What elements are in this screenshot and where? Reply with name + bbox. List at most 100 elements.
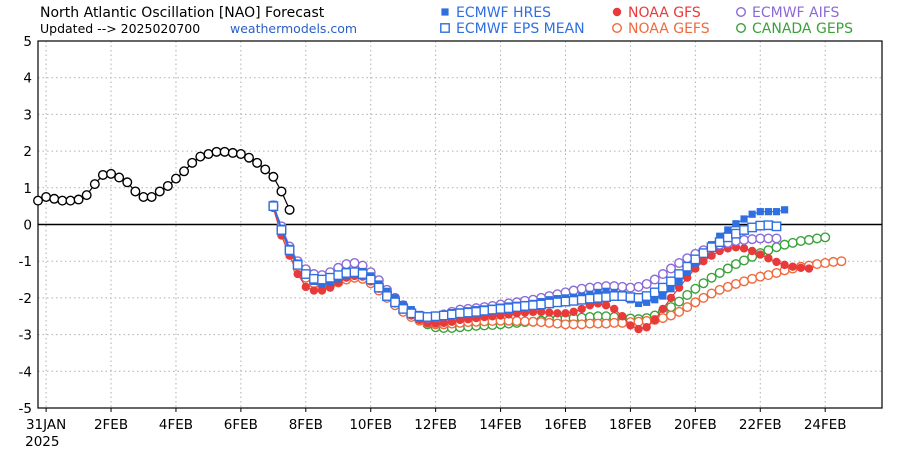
ecmwf-eps-mean-point	[365, 274, 376, 285]
ecmwf-eps-mean-point	[479, 305, 490, 316]
legend-marker-icon	[440, 23, 450, 33]
ecmwf-eps-mean-point	[309, 273, 319, 284]
ecmwf-eps-mean-point	[487, 304, 498, 315]
noaa-gefs-point	[657, 313, 668, 324]
noaa-gfs-point	[317, 286, 327, 295]
noaa-gefs-point	[812, 259, 823, 270]
noaa-gefs-point	[747, 273, 758, 284]
ecmwf-eps-mean-point	[747, 222, 758, 233]
ecmwf-eps-mean-point	[560, 296, 571, 307]
observed-nao-point	[252, 157, 263, 168]
noaa-gefs-point	[560, 319, 571, 330]
x-tick-label: 22FEB	[739, 417, 782, 433]
x-tick-label: 31JAN	[26, 417, 66, 433]
noaa-gefs-point	[771, 267, 782, 278]
ecmwf-aifs-point	[666, 263, 677, 274]
ecmwf-eps-mean-point	[649, 287, 660, 298]
source-link[interactable]: weathermodels.com	[230, 21, 357, 36]
noaa-gfs-point	[804, 264, 814, 273]
ecmwf-eps-mean-point	[276, 225, 287, 235]
ecmwf-hres-point	[667, 285, 675, 293]
noaa-gfs-point	[747, 246, 757, 256]
ecmwf-eps-mean-point	[536, 299, 547, 310]
canada-geps-point	[779, 239, 790, 250]
legend: ECMWF HRES NOAA GFS ECMWF AIFS ECMWF EPS ME…	[440, 5, 853, 37]
canada-geps-point	[690, 283, 701, 294]
observed-nao-point	[57, 195, 68, 206]
observed-nao-point	[154, 186, 165, 197]
noaa-gfs-point	[577, 304, 586, 314]
plot-frame	[37, 40, 883, 409]
observed-nao-point	[49, 193, 60, 204]
ecmwf-eps-mean-point	[682, 261, 693, 272]
y-tick-label: -1	[19, 254, 32, 270]
x-tick-label: 4FEB	[159, 417, 193, 433]
legend-label: CANADA GEPS	[752, 21, 853, 37]
ecmwf-eps-mean-point	[284, 245, 295, 256]
ecmwf-eps-mean-point	[455, 308, 465, 319]
y-tick-label: -2	[19, 291, 32, 307]
x-tick-label: 14FEB	[479, 417, 522, 433]
ecmwf-hres-point	[716, 232, 724, 240]
ecmwf-aifs-point	[755, 233, 766, 244]
y-tick-label: 2	[23, 144, 32, 160]
ecmwf-eps-mean-point	[593, 293, 603, 303]
ecmwf-hres-point	[602, 287, 610, 295]
y-tick-label: -4	[19, 364, 32, 380]
y-tick-label: 5	[23, 34, 32, 50]
canada-geps-point	[771, 242, 782, 253]
ecmwf-eps-mean-point	[633, 293, 644, 303]
x-tick-label: 12FEB	[414, 417, 457, 433]
series-layer	[33, 146, 847, 334]
noaa-gefs-point	[609, 317, 620, 328]
ecmwf-eps-mean-point	[714, 237, 725, 248]
ecmwf-hres-point	[643, 298, 651, 306]
observed-nao-point	[162, 180, 173, 191]
noaa-gefs-point	[552, 318, 563, 329]
ecmwf-eps-mean-point	[382, 291, 392, 301]
observed-nao-point	[268, 171, 279, 182]
ecmwf-eps-mean-point	[292, 259, 303, 270]
noaa-gfs-point	[666, 293, 676, 303]
ecmwf-eps-mean-point	[722, 232, 733, 243]
legend-marker-icon	[612, 23, 623, 34]
noaa-gfs-point	[545, 308, 554, 317]
legend-marker-icon	[736, 23, 747, 34]
ecmwf-eps-mean-point	[325, 272, 336, 283]
observed-nao-point	[97, 169, 108, 180]
noaa-gfs-point	[301, 282, 311, 292]
x-tick-label: 2FEB	[94, 417, 128, 433]
ecmwf-eps-mean-point	[528, 300, 538, 311]
legend-item-ecmwf-aifs: ECMWF AIFS	[736, 5, 840, 21]
ecmwf-eps-mean-point	[657, 282, 668, 293]
observed-nao-point	[260, 164, 271, 175]
x-tick-label: 8FEB	[289, 417, 323, 433]
noaa-gefs-point	[690, 297, 701, 308]
legend-item-noaa-gfs: NOAA GFS	[612, 5, 701, 21]
ecmwf-eps-mean-point	[357, 269, 368, 279]
ecmwf-eps-mean-point	[625, 292, 636, 303]
noaa-gfs-point	[788, 262, 797, 271]
noaa-gfs-point	[293, 269, 302, 279]
noaa-gefs-point	[511, 316, 522, 327]
observed-nao-point	[276, 186, 287, 197]
legend-label: NOAA GFS	[628, 5, 701, 21]
ecmwf-hres-point	[659, 292, 667, 300]
observed-nao-point	[211, 146, 222, 157]
legend-item-ecmwf-eps-mean: ECMWF EPS MEAN	[440, 21, 585, 37]
canada-geps-point	[812, 233, 823, 244]
ecmwf-eps-mean-point	[495, 304, 506, 314]
legend-label: ECMWF AIFS	[752, 5, 840, 21]
noaa-gfs-point	[658, 304, 668, 314]
ecmwf-aifs-point	[763, 233, 774, 244]
y-tick-label: 1	[23, 181, 32, 197]
legend-item-canada-geps: CANADA GEPS	[736, 21, 853, 37]
observed-nao-point	[243, 152, 254, 163]
noaa-gefs-point	[519, 316, 530, 327]
observed-nao-point	[146, 191, 157, 202]
x-tick-label: 24FEB	[804, 417, 847, 433]
ecmwf-hres-point	[724, 226, 732, 234]
noaa-gfs-point	[764, 254, 773, 263]
noaa-gfs-point	[739, 244, 749, 253]
noaa-gfs-point	[618, 312, 627, 321]
